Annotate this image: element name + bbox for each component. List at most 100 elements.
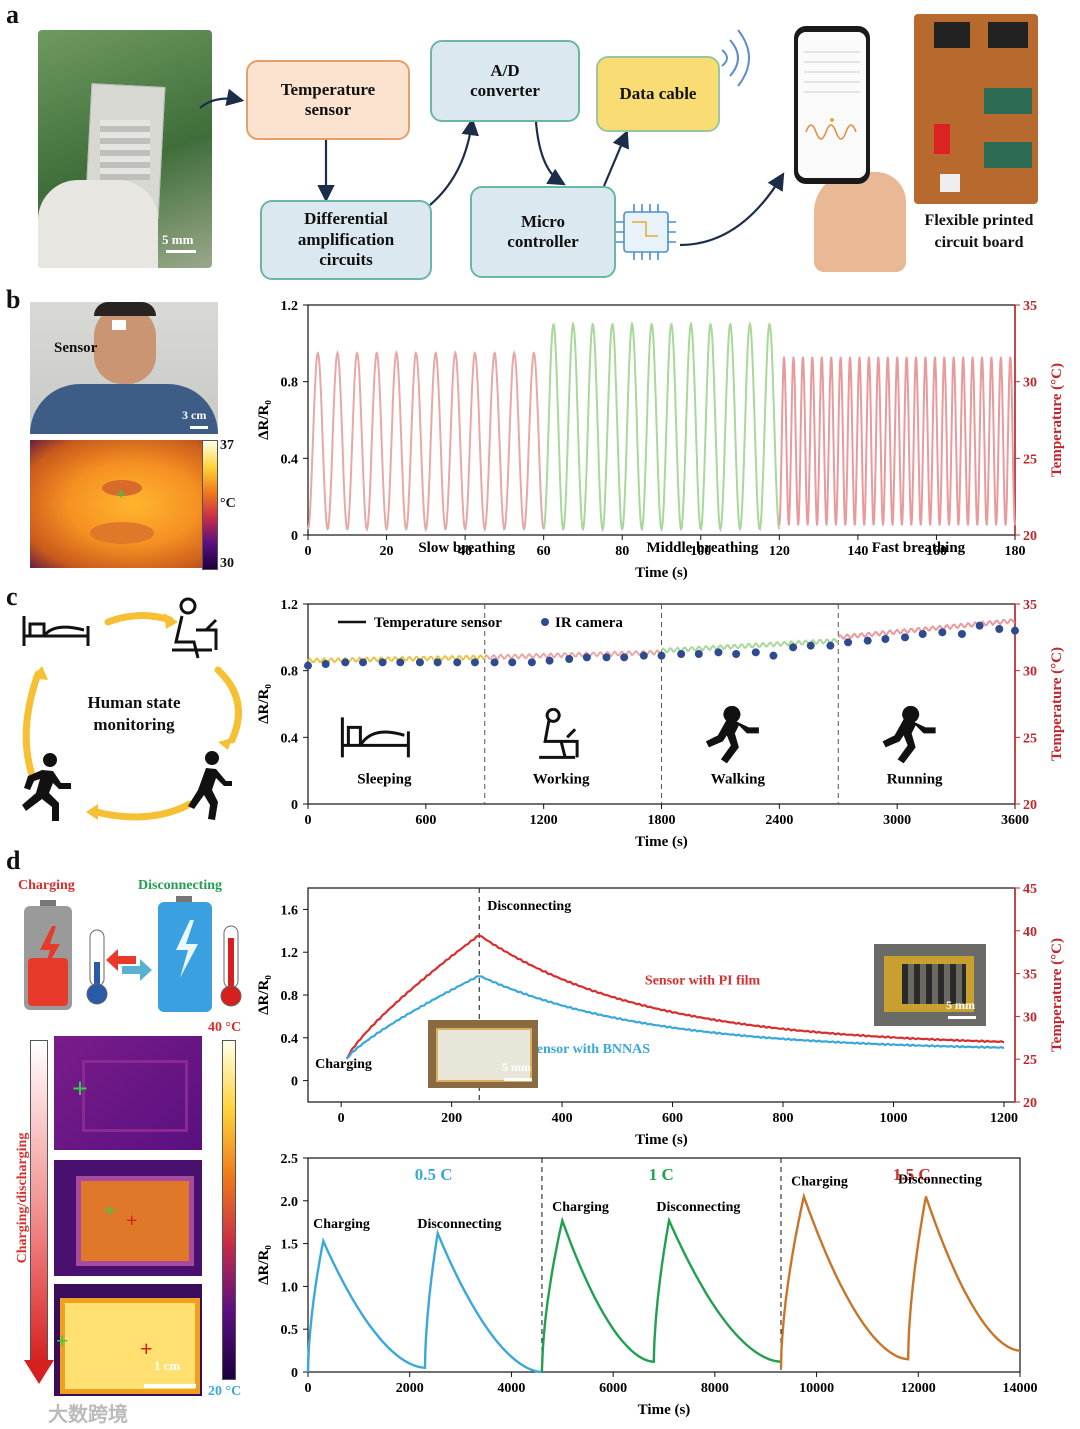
pi-inset-scale-label: 5 mm — [946, 998, 975, 1012]
ir-camera-point — [769, 651, 778, 660]
pi-film-label: Sensor with PI film — [645, 973, 761, 988]
y2-tick-label: 45 — [1023, 882, 1037, 897]
x-axis-label: Time (s) — [638, 1402, 691, 1418]
face-photo: Sensor 3 cm — [30, 302, 218, 434]
y2-tick-label: 40 — [1023, 925, 1037, 940]
x-tick-label: 60 — [537, 544, 551, 559]
y2-tick-label: 25 — [1023, 452, 1037, 467]
plot-frame — [307, 1157, 1021, 1373]
differential-amplification-box: Differential amplification circuits — [260, 200, 432, 280]
x-tick-label: 100 — [690, 544, 711, 559]
ir-camera-point — [304, 661, 312, 670]
y-tick-label: 0 — [291, 1366, 298, 1381]
y-tick-label: 1.5 — [281, 1238, 299, 1253]
rate-label: 0.5 C — [415, 1165, 453, 1184]
y2-tick-label: 30 — [1023, 665, 1037, 680]
face-ir-min: 30 — [220, 556, 234, 571]
panel-c-letter: c — [6, 582, 18, 611]
battery-ir-min: 20 °C — [208, 1384, 242, 1399]
photo-scale-label: 5 mm — [162, 232, 194, 247]
charging-label: Charging — [18, 878, 75, 893]
x-tick-label: 0 — [305, 1381, 312, 1396]
panel-a-arrows — [199, 29, 785, 260]
x-tick-label: 14000 — [1003, 1381, 1038, 1396]
segment-label: Middle breathing — [647, 540, 759, 556]
y2-tick-label: 35 — [1023, 968, 1037, 983]
ad-converter-box: A/D converter — [430, 40, 580, 122]
segment-label: Slow breathing — [418, 540, 515, 556]
y2-tick-label: 30 — [1023, 376, 1037, 391]
ir-camera-point — [1011, 626, 1019, 635]
human-state-chart: 0 600 1200 1800 2400 3000 3600 0 0.4 0.8 1.2 20 25 30… — [256, 598, 1065, 850]
x-tick-label: 1200 — [530, 813, 558, 828]
y-tick-label: 0.4 — [281, 452, 299, 467]
face-ir-image: + — [30, 440, 218, 568]
flexible-printed-circuit-board-image — [914, 14, 1038, 204]
ir-camera-point — [677, 650, 686, 658]
x-tick-label: 1800 — [648, 813, 676, 828]
sensor-label: Sensor — [54, 340, 98, 356]
segment-label: Fast breathing — [872, 540, 966, 556]
ir-camera-point — [938, 628, 947, 637]
panel-d-letter: d — [6, 846, 21, 875]
x-tick-label: 20 — [380, 544, 394, 559]
charging-battery-icon — [24, 900, 72, 1010]
temperature-sensor-box: Temperature sensor — [246, 60, 410, 140]
y2-tick-label: 35 — [1023, 299, 1037, 314]
x-tick-label: 0 — [305, 813, 312, 828]
ir-camera-point — [918, 630, 927, 638]
full-battery-icon — [158, 896, 212, 1012]
battery-ir-max: 40 °C — [208, 1020, 242, 1035]
ir-camera-point — [453, 658, 462, 667]
thermometer-icon-red — [220, 925, 242, 1007]
battery-ir-image-3: + + 1 cm — [54, 1284, 202, 1396]
ir-camera-point — [995, 625, 1004, 633]
y-tick-label: 0.8 — [281, 376, 299, 391]
x-axis-label: Time (s) — [635, 565, 688, 581]
ir-camera-point — [341, 658, 350, 667]
y-tick-label: 0.8 — [281, 989, 299, 1004]
ir-camera-point — [321, 660, 330, 668]
bnnas-inset-scale-label: 5 mm — [502, 1060, 531, 1074]
ir-camera-point — [975, 621, 984, 630]
y2-tick-label: 30 — [1023, 1010, 1037, 1025]
charging-discharging-arrow — [30, 1040, 48, 1364]
x-tick-label: 200 — [441, 1111, 462, 1126]
y-tick-label: 1.2 — [281, 299, 299, 314]
ir-camera-point — [901, 633, 910, 642]
ir-camera-point — [620, 653, 629, 662]
bnnas-label: Sensor with BNNAS — [529, 1042, 650, 1057]
working-icon — [172, 597, 218, 659]
face-ir-unit: °C — [220, 496, 236, 511]
y2-tick-label: 35 — [1023, 598, 1037, 613]
watermark: 大数跨境 — [48, 1402, 128, 1426]
y2-tick-label: 20 — [1023, 1096, 1037, 1111]
x-tick-label: 600 — [415, 813, 436, 828]
battery-ir-image-2: + + — [54, 1160, 202, 1276]
ir-camera-point — [806, 641, 815, 650]
y-tick-label: 1.0 — [281, 1280, 299, 1295]
ir-camera-point — [694, 650, 703, 658]
y-axis-label: ΔR/R₀ — [256, 975, 272, 1015]
ir-camera-point — [582, 653, 591, 662]
pi-film-inset-photo: 5 mm — [874, 944, 986, 1026]
face-ir-max: 37 — [220, 438, 234, 453]
bnnas-inset-photo: 5 mm — [428, 1020, 538, 1088]
x-tick-label: 1200 — [990, 1111, 1018, 1126]
x-tick-label: 10000 — [799, 1381, 834, 1396]
ir-camera-point — [957, 630, 966, 638]
walking-icon — [188, 751, 232, 820]
temperature-sensor-series-3 — [837, 617, 1016, 640]
running-icon — [882, 705, 936, 764]
y-tick-label: 1.6 — [281, 903, 299, 918]
ir-camera-point — [789, 643, 798, 652]
x-tick-label: 2000 — [396, 1381, 424, 1396]
y-tick-label: 1.2 — [281, 946, 299, 961]
y-tick-label: 0 — [291, 798, 298, 813]
battery-illustration — [24, 896, 242, 1012]
breathing-series-2 — [778, 356, 1016, 526]
y-tick-label: 0 — [291, 1075, 298, 1090]
y-axis-label: ΔR/R₀ — [256, 400, 272, 440]
x-tick-label: 2400 — [765, 813, 793, 828]
ir-scale-bar — [144, 1384, 196, 1388]
